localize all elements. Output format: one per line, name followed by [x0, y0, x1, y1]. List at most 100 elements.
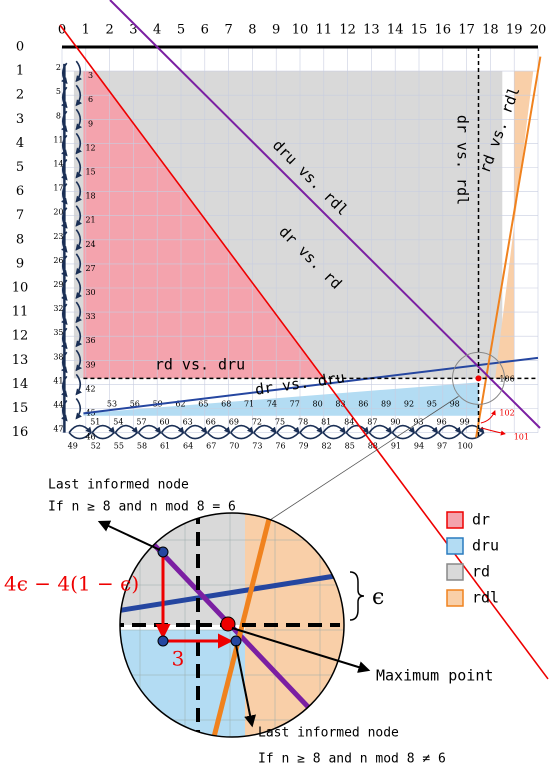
- measure: 3: [172, 647, 185, 671]
- column-label: 6: [201, 23, 209, 38]
- column-label: 8: [248, 23, 256, 38]
- node-arrow: [75, 301, 82, 324]
- maximum-label: Maximum point: [376, 667, 493, 685]
- node-label: 23: [53, 232, 63, 241]
- row-label: 6: [16, 184, 24, 199]
- node-label: 83: [335, 400, 345, 409]
- node-arrow: [368, 432, 392, 440]
- node-label: 49: [68, 442, 78, 451]
- purple-line: [109, 0, 541, 429]
- node-arrow: [345, 424, 370, 434]
- node-label: 88: [368, 442, 378, 451]
- legend-label: rd: [472, 563, 490, 581]
- node-label: 66: [206, 418, 216, 427]
- node-label: 86: [358, 400, 368, 409]
- node-label: 82: [322, 442, 332, 451]
- column-label: 20: [530, 23, 547, 38]
- node-arrow: [437, 424, 462, 434]
- node-arrow: [276, 432, 300, 440]
- node-arrow: [391, 432, 415, 440]
- condition: If n ≥ 8 and n mod 8 ≠ 6: [258, 752, 446, 767]
- node-arrow: [114, 424, 139, 434]
- row-label: 5: [16, 160, 24, 175]
- measure: 4ϵ − 4(1 − ϵ): [4, 572, 139, 596]
- column-label: 10: [292, 23, 309, 38]
- inset-purple: [138, 528, 332, 732]
- node-arrow: [160, 424, 185, 434]
- node-arrow: [137, 424, 162, 434]
- node-arrow: [75, 60, 82, 83]
- node-arrow: [414, 424, 439, 434]
- row-label: 0: [16, 40, 24, 55]
- row-label: 14: [12, 377, 29, 392]
- node-label: 75: [275, 418, 285, 427]
- node-label: 100: [458, 442, 473, 451]
- node-label: 65: [198, 400, 208, 409]
- node-label: 68: [221, 400, 231, 409]
- legend-label: dr: [472, 511, 490, 529]
- node-label: 26: [53, 256, 63, 265]
- node-label: 53: [107, 400, 117, 409]
- node-label: 54: [113, 418, 123, 427]
- node-arrow: [75, 157, 82, 179]
- note: Last informed node: [48, 478, 189, 493]
- column-label: 18: [482, 23, 499, 38]
- node-label: 71: [244, 400, 254, 409]
- maximum-dot: [220, 616, 236, 632]
- row-label: 15: [12, 401, 29, 416]
- node-arrow: [75, 253, 82, 275]
- column-label: 12: [339, 23, 356, 38]
- row-label: 12: [12, 329, 29, 344]
- node-arrow: [75, 132, 82, 155]
- node-dot: [157, 635, 169, 647]
- column-label: 2: [105, 23, 113, 38]
- row-label: 16: [12, 425, 29, 440]
- node-label: 51: [90, 418, 100, 427]
- node-arrow: [299, 424, 323, 434]
- column-label: 3: [129, 23, 137, 38]
- node-label: 56: [130, 400, 140, 409]
- node-arrow: [230, 432, 254, 440]
- node-label: 81: [321, 418, 331, 427]
- legend-label: rdl: [472, 589, 499, 607]
- node-label: 35: [53, 328, 63, 337]
- node-label: 91: [391, 442, 401, 451]
- node-label: 30: [85, 288, 95, 297]
- node-arrow: [75, 229, 82, 251]
- node-label: 98: [450, 400, 460, 409]
- row-label: 2: [16, 88, 24, 103]
- node-arrow: [75, 325, 82, 348]
- node-label: 84: [344, 418, 354, 427]
- node-label: 42: [85, 384, 95, 393]
- node-arrow: [368, 424, 393, 434]
- column-label: 4: [153, 23, 161, 38]
- node-label: 96: [437, 418, 447, 427]
- column-label: 7: [224, 23, 232, 38]
- node-label: 24: [85, 240, 95, 249]
- node-label: 67: [206, 442, 216, 451]
- node-label: 60: [159, 418, 169, 427]
- line-label: rd vs. dru: [155, 356, 245, 374]
- line-label: dr vs. rdl: [454, 115, 472, 205]
- node-label: 64: [183, 442, 193, 451]
- row-label: 9: [16, 256, 24, 271]
- node-label: 5: [56, 87, 61, 96]
- node-label: 80: [313, 400, 323, 409]
- node-label: 9: [88, 119, 93, 128]
- node-label: 89: [381, 400, 391, 409]
- node-label: 79: [298, 442, 308, 451]
- node-label: 44: [53, 401, 63, 410]
- node-arrow: [91, 432, 115, 440]
- node-arrow: [391, 424, 416, 434]
- row-label: 7: [16, 208, 24, 223]
- main-grid: 0 1 2 3 4 5 6 7 8 9 10 11 12 13 14 15 16 17 18 19 2001234567…: [12, 0, 549, 680]
- node-label: 97: [437, 442, 447, 451]
- node-label: 47: [53, 425, 63, 434]
- legend-swatch: [446, 589, 464, 607]
- column-label: 16: [435, 23, 452, 38]
- node-arrow: [75, 398, 82, 420]
- node-label: 8: [56, 111, 61, 120]
- node-arrow: [183, 424, 208, 434]
- column-label: 13: [363, 23, 380, 38]
